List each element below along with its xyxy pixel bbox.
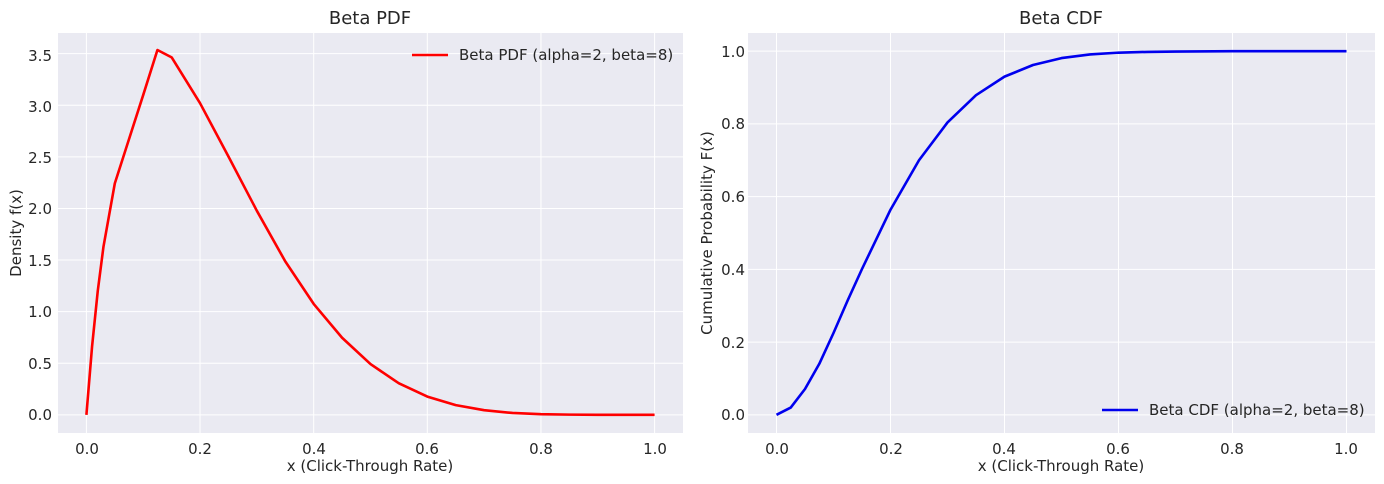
cdf-series-line xyxy=(775,49,1347,416)
cdf-y-tick-label: 0.0 xyxy=(721,406,745,424)
pdf-y-tick-label: 2.0 xyxy=(28,200,52,218)
pdf-y-tick-label: 2.5 xyxy=(28,149,52,167)
cdf-x-tick-label: 0.8 xyxy=(1220,440,1244,458)
pdf-x-tick-label: 0.6 xyxy=(415,440,439,458)
cdf-chart: Beta CDF 0.0 0.2 0.4 0.6 0.8 1.0 0.0 0.2… xyxy=(698,8,1375,475)
pdf-y-tick-label: 0.0 xyxy=(28,406,52,424)
cdf-plot-area xyxy=(748,33,1375,433)
cdf-y-ticks: 0.0 0.2 0.4 0.6 0.8 1.0 xyxy=(721,43,745,424)
pdf-y-tick-label: 0.5 xyxy=(28,355,52,373)
cdf-y-tick-label: 1.0 xyxy=(721,43,745,61)
cdf-chart-title: Beta CDF xyxy=(1019,8,1103,29)
pdf-legend: Beta PDF (alpha=2, beta=8) xyxy=(412,46,673,64)
pdf-x-tick-label: 0.2 xyxy=(188,440,212,458)
pdf-x-tick-label: 0.8 xyxy=(529,440,553,458)
pdf-y-tick-label: 1.0 xyxy=(28,303,52,321)
cdf-x-tick-label: 0.4 xyxy=(992,440,1016,458)
pdf-y-tick-label: 3.5 xyxy=(28,47,52,65)
pdf-x-tick-label: 1.0 xyxy=(643,440,667,458)
cdf-y-tick-label: 0.6 xyxy=(721,188,745,206)
cdf-legend-label: Beta CDF (alpha=2, beta=8) xyxy=(1149,401,1365,419)
pdf-x-axis-label: x (Click-Through Rate) xyxy=(287,457,454,475)
pdf-legend-label: Beta PDF (alpha=2, beta=8) xyxy=(459,46,673,64)
pdf-y-tick-label: 3.0 xyxy=(28,98,52,116)
cdf-y-tick-label: 0.4 xyxy=(721,261,745,279)
pdf-x-tick-label: 0.4 xyxy=(302,440,326,458)
pdf-y-ticks: 0.0 0.5 1.0 1.5 2.0 2.5 3.0 3.5 xyxy=(28,47,52,424)
pdf-y-tick-label: 1.5 xyxy=(28,252,52,270)
pdf-chart: Beta PDF 0.0 0.2 0.4 0.6 0.8 1.0 0.0 0.5… xyxy=(7,8,683,475)
pdf-grid xyxy=(58,33,683,433)
cdf-x-tick-label: 0.6 xyxy=(1106,440,1130,458)
pdf-y-axis-label: Density f(x) xyxy=(7,189,25,277)
cdf-y-axis-label: Cumulative Probability F(x) xyxy=(698,131,716,335)
pdf-chart-title: Beta PDF xyxy=(329,8,411,29)
pdf-series-line xyxy=(85,48,655,417)
cdf-y-tick-label: 0.2 xyxy=(721,334,745,352)
cdf-y-tick-label: 0.8 xyxy=(721,115,745,133)
pdf-x-ticks: 0.0 0.2 0.4 0.6 0.8 1.0 xyxy=(75,440,667,458)
pdf-x-tick-label: 0.0 xyxy=(75,440,99,458)
pdf-plot-area xyxy=(58,33,683,433)
cdf-x-axis-label: x (Click-Through Rate) xyxy=(978,457,1145,475)
cdf-x-tick-label: 0.0 xyxy=(765,440,789,458)
cdf-legend: Beta CDF (alpha=2, beta=8) xyxy=(1102,401,1365,419)
cdf-x-ticks: 0.0 0.2 0.4 0.6 0.8 1.0 xyxy=(765,440,1358,458)
cdf-x-tick-label: 1.0 xyxy=(1334,440,1358,458)
cdf-x-tick-label: 0.2 xyxy=(879,440,903,458)
